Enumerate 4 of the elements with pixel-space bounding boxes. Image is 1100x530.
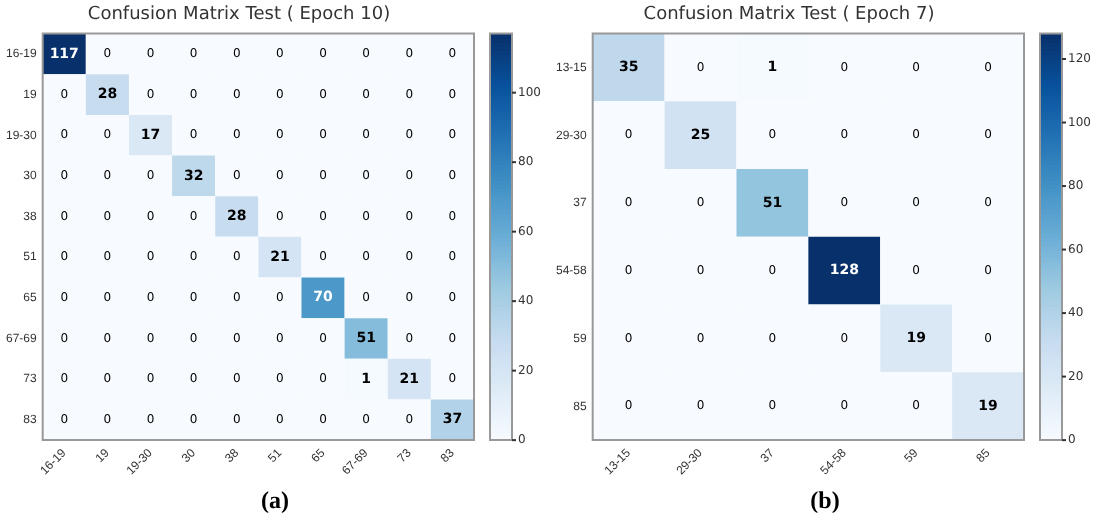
text: (a): [261, 484, 289, 518]
text: (b): [810, 484, 840, 518]
chart-title: Confusion Matrix Test ( Epoch 7): [643, 5, 935, 26]
chart-title: Confusion Matrix Test ( Epoch 10): [87, 5, 391, 26]
